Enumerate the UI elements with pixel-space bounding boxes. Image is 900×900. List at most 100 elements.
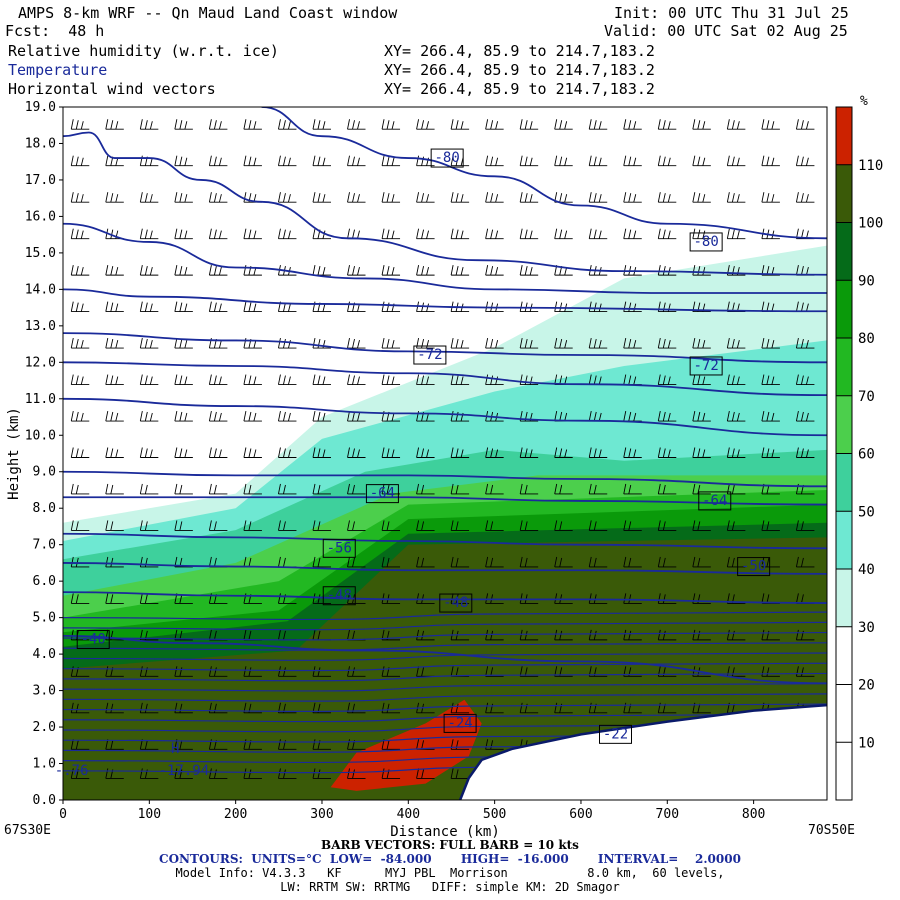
wind-barb	[761, 556, 780, 568]
wind-barb	[623, 301, 642, 313]
wind-barb	[485, 155, 504, 167]
wind-barb	[70, 228, 90, 240]
wind-barb	[208, 768, 228, 779]
wind-barb	[554, 155, 573, 167]
wind-barb	[243, 666, 262, 677]
wind-barb	[657, 447, 677, 458]
colorbar-segment	[836, 395, 852, 454]
wind-barb	[726, 629, 746, 641]
y-tick-label: 10.0	[25, 428, 56, 443]
wind-barb	[554, 483, 573, 495]
isotherm-line	[63, 713, 827, 723]
plot-frame	[62, 106, 828, 801]
wind-barb	[761, 337, 780, 349]
colorbar-segment	[836, 453, 852, 512]
wind-barb	[174, 520, 193, 531]
y-tick-label: 18.0	[25, 136, 56, 151]
wind-barb	[381, 119, 401, 130]
colorbar-segment	[836, 684, 852, 743]
x-axis-label: Distance (km)	[390, 824, 500, 840]
wind-barb	[139, 337, 159, 349]
wind-barb	[208, 228, 228, 240]
contour-label: -48	[443, 595, 468, 611]
wind-barb	[485, 192, 504, 203]
field-rh-label: Relative humidity (w.r.t. ice)	[8, 42, 279, 60]
wind-barb	[692, 556, 711, 568]
wind-barb	[70, 739, 90, 750]
chart-title: AMPS 8-km WRF -- Qn Maud Land Coast wind…	[18, 4, 398, 22]
isotherm-line	[63, 634, 827, 685]
wind-barb	[208, 301, 228, 313]
wind-barb	[588, 192, 608, 203]
wind-barb	[795, 192, 815, 203]
wind-barb	[70, 410, 90, 422]
colorbar-segment	[836, 626, 852, 685]
wind-barb	[105, 301, 124, 313]
wind-barb	[312, 768, 331, 779]
wind-barb	[174, 337, 193, 349]
wind-barb	[588, 155, 608, 167]
wind-barb	[347, 666, 366, 677]
wind-barb	[208, 666, 228, 677]
wind-barb	[312, 483, 331, 495]
wind-barb	[174, 192, 193, 203]
wind-barb	[312, 520, 331, 531]
start-location-label: 67S30E	[4, 823, 51, 838]
wind-barb	[795, 447, 815, 458]
contour-label: -64	[702, 493, 727, 509]
wind-barb	[312, 301, 331, 313]
wind-barb	[70, 301, 90, 313]
colorbar-tick-label: 110	[858, 158, 883, 174]
contour-label-box	[689, 232, 723, 252]
colorbar-tick-label: 40	[858, 562, 875, 578]
wind-barb	[726, 119, 746, 130]
wind-barb	[208, 119, 228, 130]
model-info-line2: LW: RRTM SW: RRTMG DIFF: simple KM: 2D S…	[280, 880, 620, 894]
wind-barb	[416, 629, 435, 641]
colorbar: 10 20 30 40 50 60 70 80 90 100 110%	[835, 94, 883, 801]
contour-label: -64	[370, 486, 395, 502]
wind-barb	[105, 265, 124, 276]
wind-barb	[208, 447, 228, 458]
wind-barb	[243, 410, 262, 422]
wind-barb	[692, 483, 711, 495]
wind-barb	[795, 374, 815, 386]
wind-barb	[208, 410, 228, 422]
wind-barb	[139, 447, 159, 458]
wind-barb	[381, 702, 401, 714]
isotherm-line	[63, 662, 827, 672]
wind-barb	[692, 228, 711, 240]
wind-barb	[208, 192, 228, 203]
wind-barb	[381, 265, 401, 276]
wind-barb	[485, 265, 504, 276]
wind-barb	[105, 447, 124, 458]
wind-barb	[761, 410, 780, 422]
wind-barb	[692, 410, 711, 422]
wind-barb	[312, 556, 331, 568]
wind-barb	[623, 447, 642, 458]
wind-barb	[761, 119, 780, 130]
wind-barb	[105, 556, 124, 568]
wind-barb	[485, 483, 504, 495]
wind-barb	[450, 447, 470, 458]
field-temperature-label: Temperature	[8, 61, 108, 79]
wind-barb	[347, 374, 366, 386]
wind-barb	[692, 520, 711, 531]
y-tick-label: 12.0	[25, 355, 56, 370]
barb-legend: BARB VECTORS: FULL BARB = 10 kts	[321, 838, 579, 852]
model-info-line1: Model Info: V4.3.3 KF MYJ PBL Morrison 8…	[175, 866, 725, 880]
wind-barb	[381, 228, 401, 240]
contour-label-box	[737, 557, 771, 577]
isotherm-line	[63, 470, 827, 488]
wind-barb	[347, 265, 366, 276]
y-tick-label: 1.0	[33, 757, 56, 772]
isotherm-line	[261, 107, 827, 240]
contour-label: -40	[81, 632, 106, 648]
y-tick-label: 5.0	[33, 611, 56, 626]
wind-barb	[795, 155, 815, 167]
wind-barb	[726, 155, 746, 167]
isotherm-line	[63, 222, 827, 294]
wind-barb	[519, 556, 539, 568]
x-tick-label: 600	[569, 807, 592, 822]
wind-barb	[105, 483, 124, 495]
